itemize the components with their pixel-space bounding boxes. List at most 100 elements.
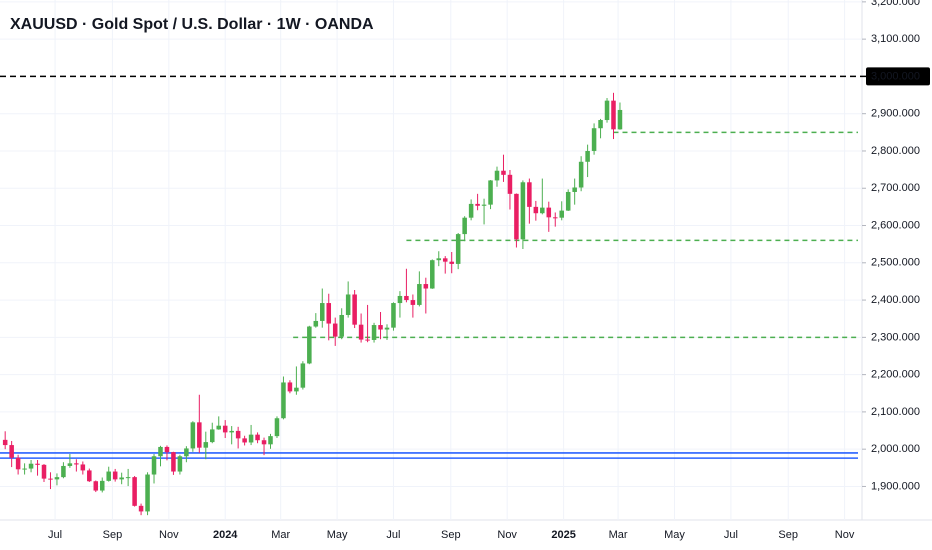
candle-body — [604, 100, 610, 121]
candle-body — [2, 439, 8, 446]
candle-body — [93, 481, 99, 491]
candle-body — [261, 440, 267, 445]
x-tick-label: Mar — [609, 529, 628, 541]
candle-body — [533, 206, 539, 214]
x-tick-label: Jul — [724, 529, 738, 541]
candle-body — [449, 261, 454, 264]
candle-body — [462, 217, 467, 235]
y-tick-label: 2,300.000 — [871, 331, 920, 343]
y-tick-label: 3,100.000 — [871, 33, 920, 45]
level-label: 3,000.000 — [871, 70, 920, 82]
candle-body — [184, 448, 189, 457]
candle-body — [242, 438, 247, 443]
candle-body — [410, 300, 416, 305]
candle-body — [274, 418, 280, 437]
candle-body — [391, 303, 396, 328]
candle-body — [320, 303, 325, 321]
candle-body — [74, 463, 79, 465]
candle-body — [559, 210, 564, 218]
candle-body — [235, 430, 241, 439]
candle-body — [125, 477, 131, 479]
candle-body — [326, 303, 332, 324]
chart-title: XAUUSD · Gold Spot / U.S. Dollar · 1W · … — [10, 16, 374, 33]
x-tick-label: Sep — [778, 529, 798, 541]
candle-body — [455, 234, 461, 264]
axes: 1,900.000 2,000.000 2,100.000 2,200.000 2,30… — [48, 0, 930, 541]
levels — [0, 75, 872, 459]
x-tick-label: Nov — [159, 529, 179, 541]
candle-body — [442, 258, 448, 262]
candle-body — [164, 446, 170, 453]
candle-body — [585, 150, 590, 162]
x-tick-label: Sep — [441, 529, 461, 541]
candle-body — [80, 464, 86, 471]
candle-body — [281, 382, 286, 419]
candle-body — [404, 295, 409, 301]
candle-body — [190, 422, 196, 449]
candle-body — [158, 446, 163, 457]
y-tick-label: 2,600.000 — [871, 219, 920, 231]
candle-body — [358, 324, 364, 340]
x-tick-label: Jul — [386, 529, 400, 541]
x-tick-label: 2024 — [213, 529, 238, 541]
candle-body — [203, 442, 209, 448]
y-tick-label: 2,700.000 — [871, 182, 920, 194]
candle-body — [468, 203, 474, 218]
candle-body — [430, 260, 435, 289]
candle-body — [501, 170, 506, 175]
candle-body — [294, 387, 299, 392]
x-tick-label: Nov — [835, 529, 855, 541]
candle-body — [22, 468, 27, 470]
candle-body — [112, 471, 118, 480]
candle-body — [520, 182, 526, 240]
candle-body — [229, 430, 234, 433]
y-tick-label: 2,000.000 — [871, 443, 920, 455]
candle-body — [171, 452, 176, 472]
candle-body — [132, 477, 137, 506]
y-tick-label: 2,200.000 — [871, 369, 920, 381]
candle-body — [527, 182, 532, 207]
candle-body — [268, 436, 273, 445]
y-tick-label: 2,800.000 — [871, 145, 920, 157]
x-tick-label: Sep — [103, 529, 123, 541]
candle-body — [119, 477, 124, 480]
y-tick-label: 1,900.000 — [871, 480, 920, 492]
x-tick-label: May — [327, 529, 348, 541]
candle-body — [494, 170, 500, 181]
candle-body — [546, 207, 552, 218]
candle-body — [475, 203, 480, 206]
candle-body — [48, 478, 53, 480]
candle-body — [9, 445, 14, 458]
candle-body — [28, 463, 34, 469]
candle-body — [397, 295, 403, 304]
candle-body — [67, 463, 73, 466]
candle-body — [197, 422, 202, 448]
candle-body — [35, 463, 40, 465]
candle-body — [151, 456, 157, 475]
x-tick-label: May — [664, 529, 685, 541]
candle-body — [481, 204, 487, 206]
candle-body — [209, 429, 215, 443]
candle-body — [287, 382, 293, 392]
grid — [0, 0, 862, 520]
y-tick-label: 2,100.000 — [871, 406, 920, 418]
candle-body — [371, 325, 377, 340]
candle-body — [514, 193, 519, 240]
candle-body — [436, 258, 442, 261]
candle-body — [488, 180, 493, 205]
candle-body — [41, 464, 47, 479]
candle-body — [611, 100, 616, 130]
level-label-bg — [866, 67, 930, 86]
candle-body — [61, 465, 66, 478]
candle-body — [565, 191, 571, 211]
candle-body — [598, 120, 603, 129]
candle-body — [255, 434, 260, 441]
candle-body — [15, 457, 21, 470]
candle-body — [365, 339, 370, 341]
candle-body — [87, 470, 92, 482]
candle-body — [540, 207, 545, 214]
x-tick-label: Mar — [271, 529, 290, 541]
y-tick-label: 3,200.000 — [871, 0, 920, 8]
